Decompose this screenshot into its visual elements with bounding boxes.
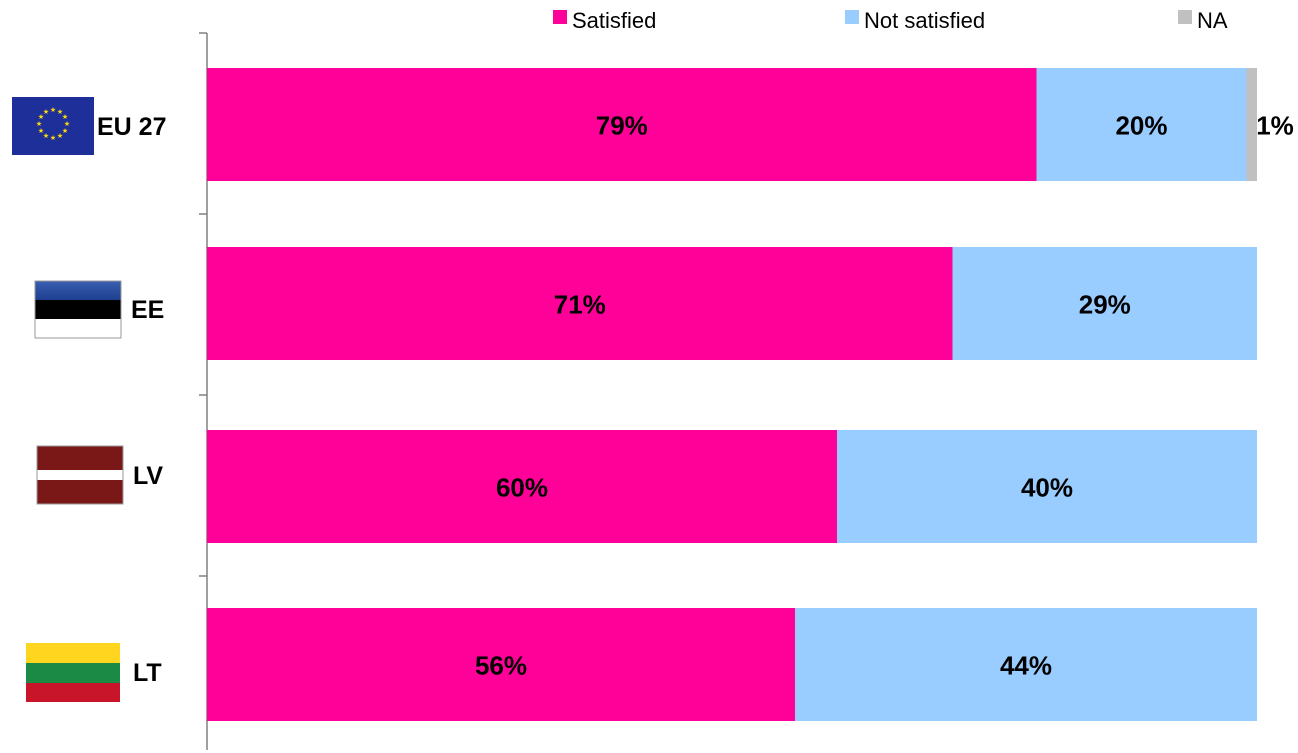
legend-swatch-not-satisfied: [845, 10, 859, 24]
value-label-satisfied: 56%: [475, 651, 527, 681]
value-label-not-satisfied: 40%: [1021, 473, 1073, 503]
bar-satisfied: [207, 247, 953, 360]
value-label-not-satisfied: 20%: [1115, 111, 1167, 141]
bar-not-satisfied: [837, 430, 1257, 543]
legend-label-satisfied: Satisfied: [572, 8, 656, 33]
category-label-lt: LT: [133, 659, 162, 687]
legend-label-not-satisfied: Not satisfied: [864, 8, 985, 33]
bar-not-satisfied: [1036, 68, 1247, 181]
bar-not-satisfied: [795, 608, 1257, 721]
value-label-not-satisfied: 29%: [1079, 290, 1131, 320]
svg-text:★: ★: [57, 132, 63, 140]
category-label-lv: LV: [133, 462, 163, 490]
svg-text:★: ★: [62, 113, 68, 121]
bar-satisfied: [207, 430, 837, 543]
legend-swatch-na: [1178, 10, 1192, 24]
value-label-not-satisfied: 44%: [1000, 651, 1052, 681]
lithuania-flag-icon: [26, 643, 120, 702]
svg-text:★: ★: [36, 120, 42, 128]
bar-satisfied: [207, 68, 1037, 181]
svg-text:★: ★: [38, 127, 44, 135]
category-label-ee: EE: [131, 296, 164, 324]
bar-satisfied: [207, 608, 795, 721]
svg-text:★: ★: [43, 108, 49, 116]
bar-na: [1246, 68, 1257, 181]
svg-text:★: ★: [38, 113, 44, 121]
bar-not-satisfied: [952, 247, 1257, 360]
category-label-eu27: EU 27: [97, 113, 166, 141]
value-label-satisfied: 71%: [554, 290, 606, 320]
svg-text:★: ★: [62, 127, 68, 135]
category-axis: [199, 32, 208, 750]
legend-swatch-satisfied: [553, 10, 567, 24]
legend-label-na: NA: [1197, 8, 1228, 33]
bars-group: 79% 20% 1% 71% 29% 60% 40% 56% 44%: [207, 68, 1294, 721]
estonia-flag-icon: [34, 280, 122, 339]
svg-text:★: ★: [50, 134, 56, 142]
value-label-satisfied: 60%: [496, 473, 548, 503]
value-label-na: 1%: [1256, 111, 1294, 141]
svg-text:★: ★: [50, 106, 56, 114]
latvia-flag-icon: [36, 445, 124, 505]
svg-text:★: ★: [64, 120, 70, 128]
svg-text:★: ★: [43, 132, 49, 140]
legend: Satisfied Not satisfied NA: [553, 8, 1228, 33]
eu-flag-icon: ★ ★★ ★★★ ★★★ ★★★: [12, 97, 94, 155]
value-label-satisfied: 79%: [596, 111, 648, 141]
svg-text:★: ★: [57, 108, 63, 116]
